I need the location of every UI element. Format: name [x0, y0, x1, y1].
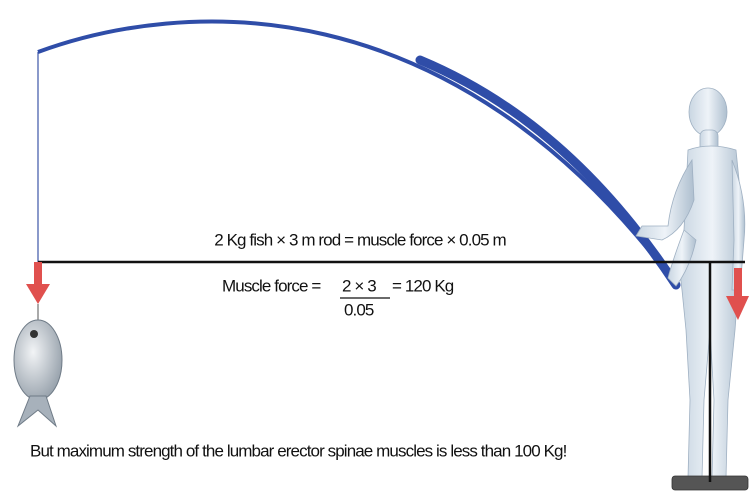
human-figure: [636, 88, 748, 490]
rod-butt: [420, 60, 676, 285]
note: But maximum strength of the lumbar erect…: [30, 441, 567, 460]
equation: 2 Kg fish × 3 m rod = muscle force × 0.0…: [214, 230, 506, 249]
formula-label: Muscle force =: [222, 276, 321, 295]
formula-denominator: 0.05: [344, 300, 374, 319]
fish: [14, 304, 62, 426]
formula-result: = 120 Kg: [392, 276, 454, 295]
formula-numerator: 2 × 3: [342, 276, 376, 295]
force-arrow: [26, 262, 50, 304]
diagram: 2 Kg fish × 3 m rod = muscle force × 0.0…: [0, 0, 749, 492]
